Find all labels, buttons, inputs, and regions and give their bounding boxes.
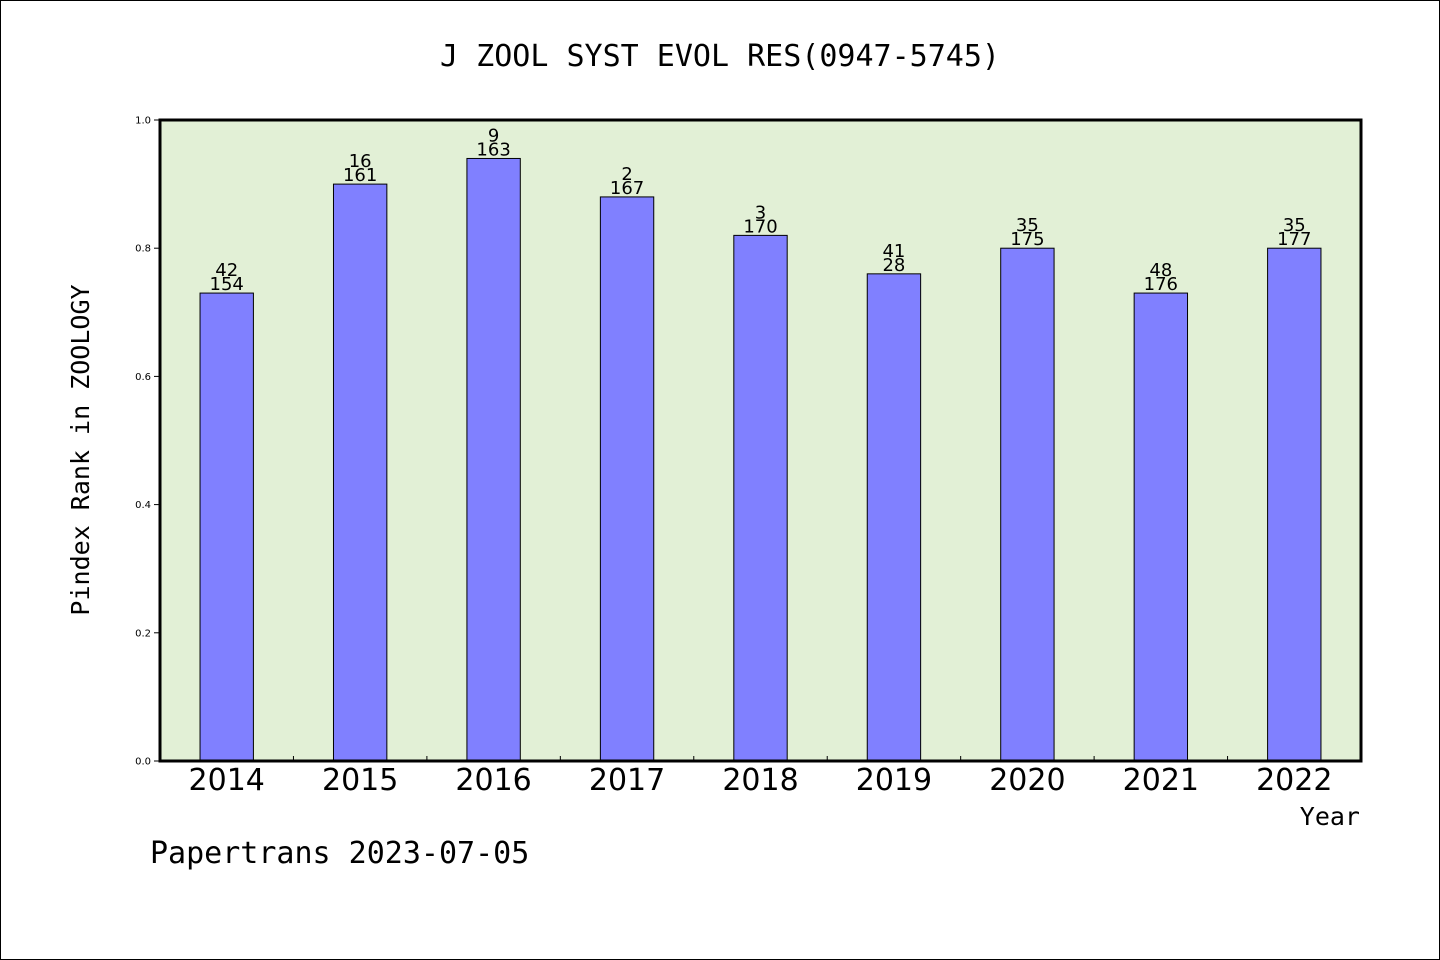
data-label-bottom-2020: 175 <box>1010 229 1044 250</box>
y-tick-label: 0.0 <box>135 757 151 768</box>
y-axis-title: Pindex Rank in ZOOLOGY <box>66 284 95 615</box>
data-label-bottom-2019: 28 <box>882 255 905 276</box>
plot-border <box>158 118 1363 763</box>
x-axis: 2014 2015 2016 2017 2018 2019 2020 2021 2022 <box>189 756 1332 798</box>
data-label-bottom-2022: 177 <box>1277 229 1311 250</box>
data-labels-layer: 4215416161916321673170412835175481763517… <box>210 125 1312 295</box>
x-tick-label-2019: 2019 <box>856 763 932 798</box>
data-label-top-2016: 9 <box>488 125 499 146</box>
bar-2017 <box>599 196 655 762</box>
y-tick-label: 0.2 <box>135 628 151 639</box>
bar-2016 <box>466 157 521 762</box>
x-axis-title: Year <box>1300 802 1360 831</box>
data-label-bottom-2017: 167 <box>610 178 644 199</box>
x-tick-label-2015: 2015 <box>322 763 398 798</box>
data-label-top-2018: 3 <box>755 202 766 223</box>
data-label-top-2014: 42 <box>215 260 238 281</box>
x-tick-label-2018: 2018 <box>722 763 798 798</box>
bar-2021 <box>1133 292 1189 762</box>
y-axis: 0.0 0.2 0.4 0.6 0.8 1.0 <box>135 116 160 768</box>
x-tick-label-2016: 2016 <box>455 763 531 798</box>
data-label-top-2019: 41 <box>882 241 905 262</box>
bar-2014 <box>199 292 254 762</box>
bar-2018 <box>733 234 788 762</box>
y-tick-label: 0.4 <box>135 500 151 511</box>
y-tick-label: 0.6 <box>135 372 151 383</box>
data-label-bottom-2014: 154 <box>210 274 244 295</box>
footer-text: Papertrans 2023-07-05 <box>150 836 529 871</box>
data-label-top-2015: 16 <box>349 151 372 172</box>
bars-layer <box>199 157 1322 762</box>
data-label-top-2022: 35 <box>1283 215 1306 236</box>
bar-2022 <box>1267 247 1322 762</box>
x-tick-label-2020: 2020 <box>989 763 1065 798</box>
data-label-bottom-2016: 163 <box>476 139 510 160</box>
y-tick-label: 0.8 <box>135 244 151 255</box>
bar-2019 <box>866 273 922 762</box>
x-tick-label-2017: 2017 <box>589 763 665 798</box>
x-tick-label-2014: 2014 <box>189 763 265 798</box>
data-label-top-2020: 35 <box>1016 215 1039 236</box>
y-tick-label: 1.0 <box>135 116 151 127</box>
data-label-bottom-2018: 170 <box>743 216 777 237</box>
data-label-top-2017: 2 <box>621 164 632 185</box>
data-label-top-2021: 48 <box>1149 260 1172 281</box>
x-tick-label-2021: 2021 <box>1123 763 1199 798</box>
bar-2020 <box>1000 247 1055 762</box>
chart-title: J ZOOL SYST EVOL RES(0947-5745) <box>440 39 1000 74</box>
data-label-bottom-2015: 161 <box>343 165 377 186</box>
bar-2015 <box>332 183 388 762</box>
data-label-bottom-2021: 176 <box>1144 274 1178 295</box>
x-tick-label-2022: 2022 <box>1256 763 1332 798</box>
